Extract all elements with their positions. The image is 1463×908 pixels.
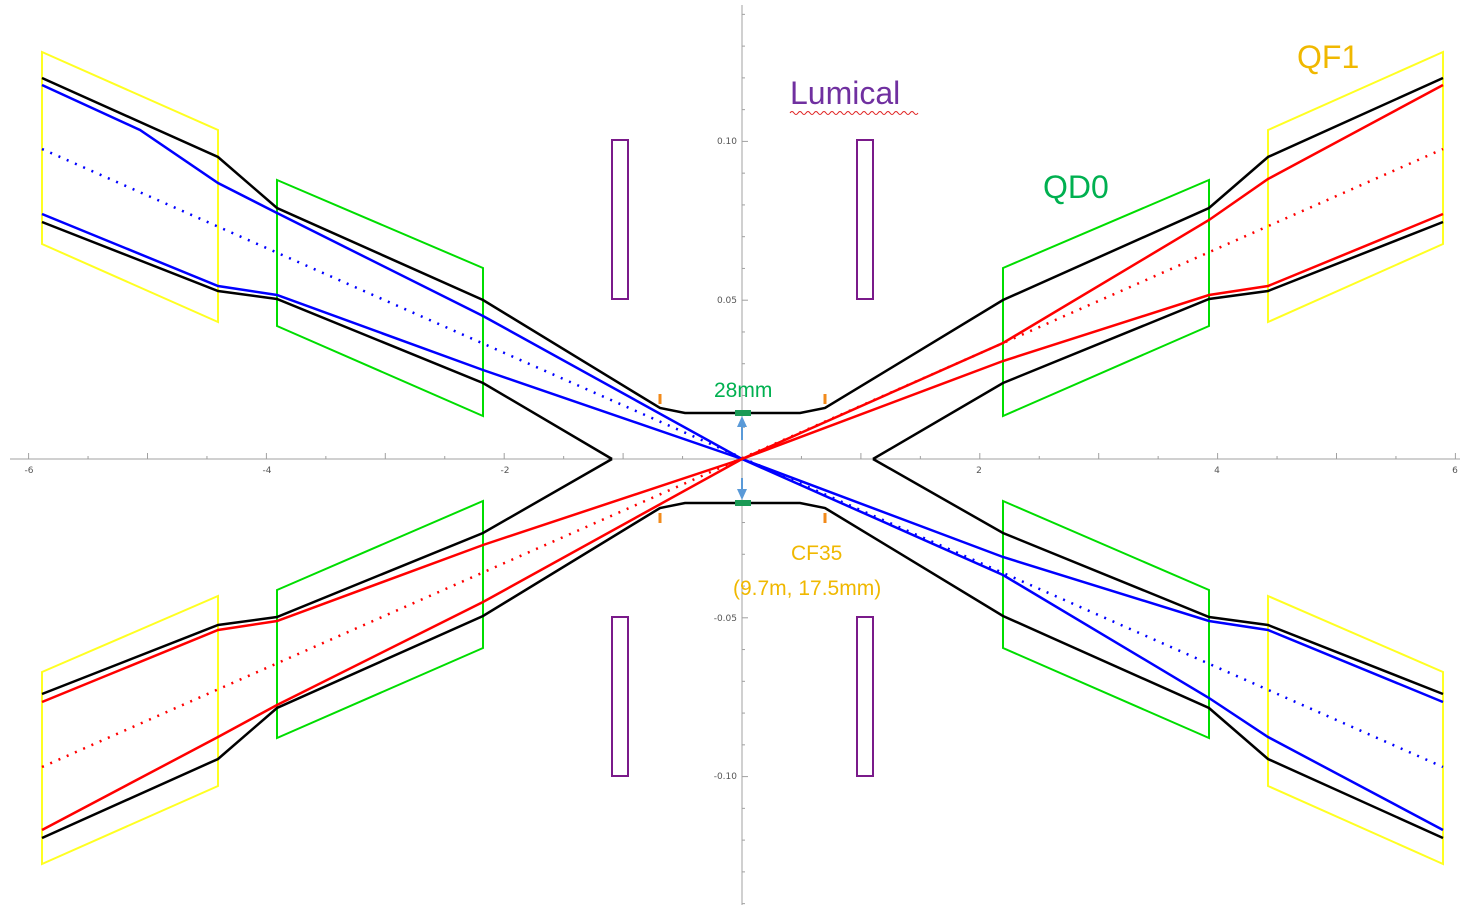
lumical-left-upper xyxy=(611,139,629,300)
cf35-label: CF35 xyxy=(791,542,842,565)
blue-beam-outer xyxy=(41,83,1444,832)
aperture-label: 28mm xyxy=(714,379,772,402)
aperture-marker-top xyxy=(735,410,751,416)
envelope-lower-inner-left xyxy=(41,457,613,696)
envelope-upper-inner-right xyxy=(872,220,1444,461)
y-tick-label-neg0.05: -0.05 xyxy=(714,614,737,624)
lumical-right-lower xyxy=(856,616,874,777)
aperture-markers xyxy=(658,394,827,523)
qf1-left-upper xyxy=(41,50,219,324)
lumical-left-lower xyxy=(611,616,629,777)
qf1-left-lower xyxy=(41,594,219,866)
lumical-right-upper xyxy=(856,139,874,300)
qf1-right-lower xyxy=(1267,594,1444,866)
magnets-layer xyxy=(41,50,1444,866)
y-tick-label-neg0.10: -0.10 xyxy=(714,772,738,782)
beam-trajectories xyxy=(41,83,1444,832)
lumical-spellcheck-underline xyxy=(789,111,919,115)
x-tick-label-neg2: -2 xyxy=(501,466,510,476)
annotation-labels: Lumical QD0 QF1 28mm CF35 (9.7m, 17.5mm) xyxy=(714,39,1359,600)
qd0-left-upper xyxy=(276,178,484,418)
x-tick-label-2: 2 xyxy=(976,466,982,476)
y-tick-label-0.10: 0.10 xyxy=(717,137,737,147)
qf1-right-upper xyxy=(1267,50,1444,324)
cf35-detail-label: (9.7m, 17.5mm) xyxy=(733,577,881,600)
x-tick-label-4: 4 xyxy=(1214,466,1220,476)
qf1-label: QF1 xyxy=(1297,39,1359,75)
qd0-label: QD0 xyxy=(1043,169,1109,205)
aperture-arrow-head-down xyxy=(737,489,747,500)
envelope-upper-inner-left xyxy=(41,220,613,461)
axis-minor-ticks xyxy=(28,13,1456,905)
red-beam-inner xyxy=(41,212,1444,704)
x-tick-label-neg6: -6 xyxy=(25,466,34,476)
y-tick-label-0.05: 0.05 xyxy=(717,296,737,306)
lumical-label: Lumical xyxy=(790,75,900,111)
envelope-lower-inner-right xyxy=(872,457,1444,696)
qd0-right-upper xyxy=(1002,178,1210,418)
qd0-right-lower xyxy=(1002,499,1210,740)
red-beam-center xyxy=(41,147,1444,769)
x-tick-label-neg4: -4 xyxy=(263,466,272,476)
aperture-arrow-head-up xyxy=(737,416,747,427)
qd0-left-lower xyxy=(276,499,484,740)
x-tick-label-6: 6 xyxy=(1452,466,1458,476)
axes: -6 -4 -2 2 4 6 0.10 0.05 -0.05 -0.10 xyxy=(10,5,1460,905)
aperture-marker-bottom xyxy=(735,500,751,506)
